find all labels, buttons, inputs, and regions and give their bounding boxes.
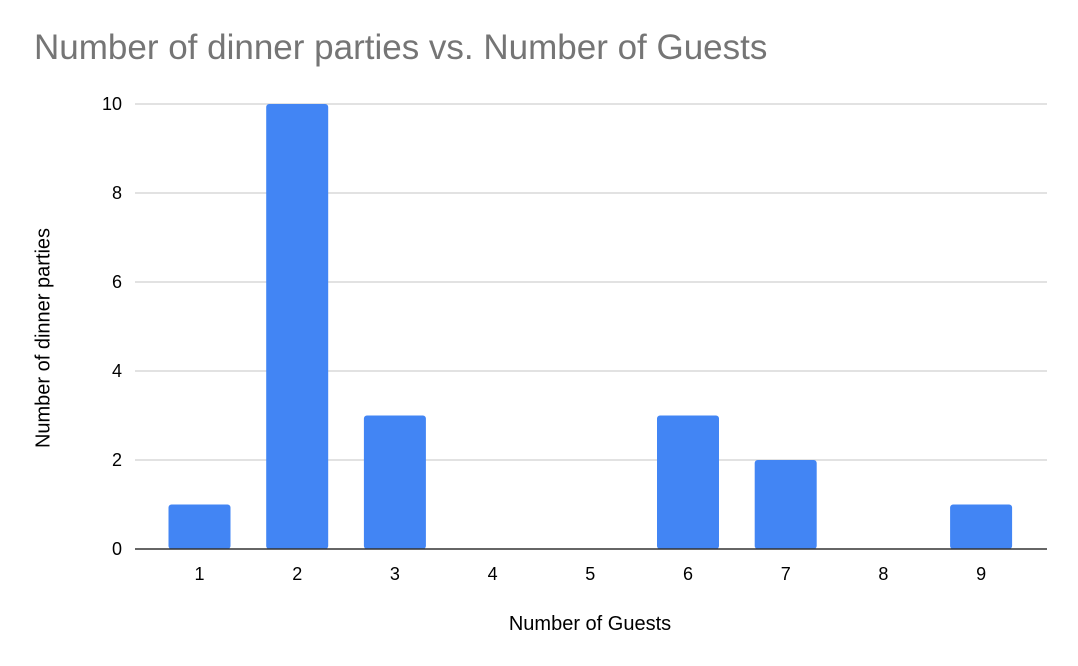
x-tick-label: 9: [976, 564, 986, 584]
y-tick-label: 2: [112, 450, 122, 470]
y-tick-label: 10: [102, 94, 122, 114]
x-tick-label: 6: [683, 564, 693, 584]
bar: [657, 415, 719, 549]
x-tick-labels: 1 2 3 4 5 6 7 8 9: [194, 564, 986, 584]
y-tick-labels: 0 2 4 6 8 10: [102, 94, 122, 559]
y-tick-label: 0: [112, 539, 122, 559]
x-tick-label: 4: [488, 564, 498, 584]
x-tick-label: 8: [878, 564, 888, 584]
x-tick-label: 5: [585, 564, 595, 584]
y-tick-label: 6: [112, 272, 122, 292]
bars: [168, 104, 1013, 549]
x-tick-label: 7: [781, 564, 791, 584]
x-tick-label: 1: [194, 564, 204, 584]
bar: [754, 460, 817, 549]
bar: [168, 504, 231, 549]
y-tick-label: 8: [112, 183, 122, 203]
x-tick-label: 2: [292, 564, 302, 584]
bar: [950, 504, 1013, 549]
y-tick-label: 4: [112, 361, 122, 381]
bar: [363, 415, 426, 549]
x-tick-label: 3: [390, 564, 400, 584]
x-axis-label: Number of Guests: [508, 613, 672, 635]
bar: [266, 104, 329, 549]
chart-title: Number of dinner parties vs. Number of G…: [34, 28, 768, 67]
